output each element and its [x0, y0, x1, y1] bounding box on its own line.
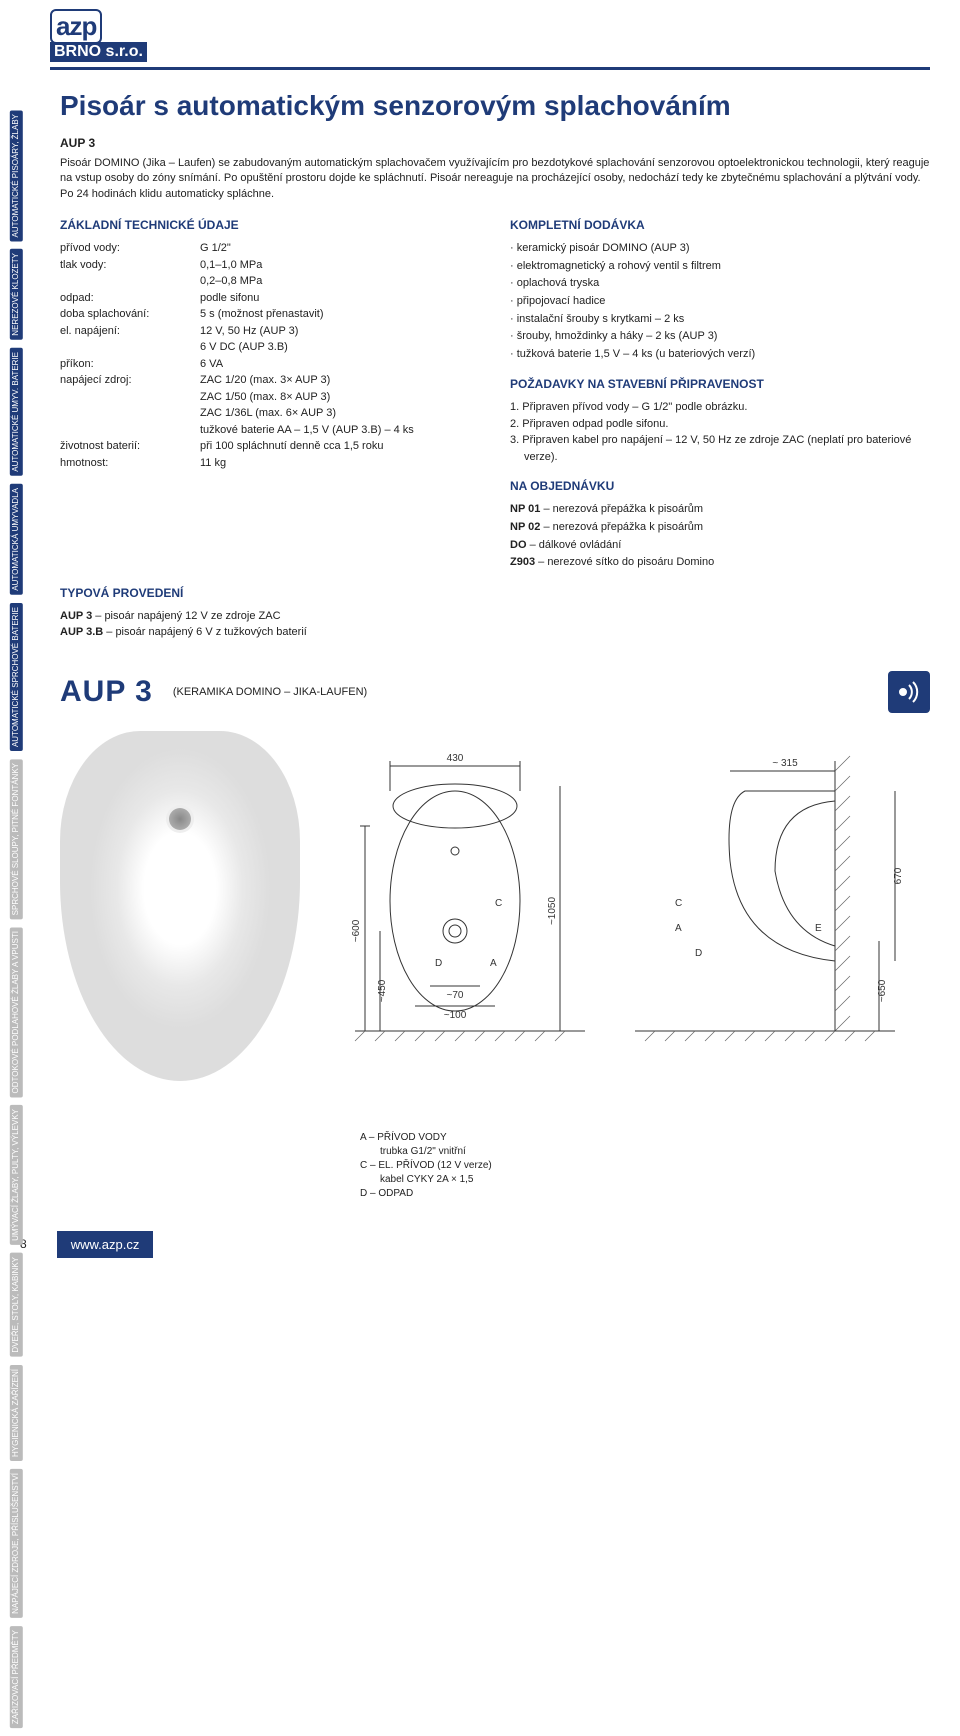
order-list: NP 01 – nerezová přepážka k pisoárůmNP 0… [510, 501, 930, 571]
types-title: TYPOVÁ PROVEDENÍ [60, 586, 480, 600]
spec-row: ZAC 1/36L (max. 6× AUP 3) [60, 405, 480, 422]
svg-text:D: D [695, 948, 702, 959]
sidebar-tab[interactable]: ODTOKOVÉ PODLAHOVÉ ŽLABY A VPUSTI [10, 927, 23, 1097]
dim-650: ~650 [877, 979, 888, 1002]
requirement-item: 2. Připraven odpad podle sifonu. [510, 416, 930, 433]
type-item: AUP 3.B – pisoár napájený 6 V z tužkovýc… [60, 624, 480, 641]
spec-row: tužkové baterie AA – 1,5 V (AUP 3.B) – 4… [60, 422, 480, 439]
technical-drawing: 430 C D A ~600 ~450 [320, 731, 930, 1094]
delivery-title: KOMPLETNÍ DODÁVKA [510, 218, 930, 232]
sidebar-tab[interactable]: SPRCHOVÉ SLOUPY, PITNÉ FONTÁNKY [10, 759, 23, 919]
logo-bottom: BRNO s.r.o. [50, 42, 147, 62]
footer-url: www.azp.cz [57, 1231, 154, 1258]
order-item: NP 02 – nerezová přepážka k pisoárům [510, 519, 930, 537]
product-code: AUP 3 [60, 136, 930, 150]
svg-text:D: D [435, 958, 442, 969]
requirement-item: 3. Připraven kabel pro napájení – 12 V, … [510, 432, 930, 465]
dim-1050: ~1050 [547, 896, 558, 925]
sidebar-tab[interactable]: ZAŘIZOVACÍ PŘEDMĚTY [10, 1626, 23, 1728]
sidebar-tab[interactable]: AUTOMATICKÉ UMYV. BATERIE [10, 348, 23, 476]
product-photo [60, 731, 300, 1081]
dim-315: ~ 315 [772, 758, 798, 769]
order-item: Z903 – nerezové sítko do pisoáru Domino [510, 554, 930, 572]
types-list: AUP 3 – pisoár napájený 12 V ze zdroje Z… [60, 608, 480, 641]
dim-600: ~600 [351, 919, 362, 942]
svg-text:C: C [495, 898, 502, 909]
svg-text:C: C [675, 898, 682, 909]
legend-a-sub: trubka G1/2" vnitřní [360, 1145, 930, 1159]
delivery-item: elektromagnetický a rohový ventil s filt… [510, 258, 930, 276]
sidebar-tab[interactable]: HYGIENICKÁ ZAŘÍZENÍ [10, 1365, 23, 1461]
svg-text:A: A [675, 923, 682, 934]
spec-row: životnost baterií:při 100 spláchnutí den… [60, 438, 480, 455]
legend-a: A – PŘÍVOD VODY [360, 1131, 930, 1145]
page-footer: 8 www.azp.cz [0, 1231, 960, 1258]
requirements-title: POŽADAVKY NA STAVEBNÍ PŘIPRAVENOST [510, 377, 930, 391]
requirements-list: 1. Připraven přívod vody – G 1/2" podle … [510, 399, 930, 465]
sidebar-tab[interactable]: AUTOMATICKÉ PISOÁRY, ŽLABY [10, 110, 23, 241]
sidebar-tab[interactable]: AUTOMATICKÁ UMYVADLA [10, 484, 23, 595]
spec-row: ZAC 1/50 (max. 8× AUP 3) [60, 389, 480, 406]
delivery-list: keramický pisoár DOMINO (AUP 3)elektroma… [510, 240, 930, 363]
logo-bar: azp BRNO s.r.o. [0, 0, 960, 70]
spec-row: napájecí zdroj:ZAC 1/20 (max. 3× AUP 3) [60, 372, 480, 389]
sidebar-tab[interactable]: NEREZOVÉ KLOZETY [10, 249, 23, 340]
sidebar-tab[interactable]: NAPÁJECÍ ZDROJE, PŘÍSLUŠENSTVÍ [10, 1469, 23, 1618]
order-title: NA OBJEDNÁVKU [510, 479, 930, 493]
model-subtitle: (KERAMIKA DOMINO – JIKA-LAUFEN) [173, 686, 367, 698]
model-code: AUP 3 [60, 675, 153, 709]
delivery-item: šrouby, hmoždinky a háky – 2 ks (AUP 3) [510, 328, 930, 346]
legend-c-sub: kabel CYKY 2A × 1,5 [360, 1173, 930, 1187]
svg-text:A: A [490, 958, 497, 969]
delivery-item: instalační šrouby s krytkami – 2 ks [510, 311, 930, 329]
specs-table: přívod vody:G 1/2"tlak vody:0,1–1,0 MPa0… [60, 240, 480, 471]
category-sidebar: AUTOMATICKÉ PISOÁRY, ŽLABY NEREZOVÉ KLOZE… [10, 110, 40, 1736]
sidebar-tab[interactable]: DVEŘE, STOLY, KABINKY [10, 1253, 23, 1357]
dim-450: ~450 [377, 979, 388, 1002]
dim-width: 430 [447, 753, 464, 764]
order-item: NP 01 – nerezová přepážka k pisoárům [510, 501, 930, 519]
dim-100: ~100 [444, 1010, 467, 1021]
legend-c: C – EL. PŘÍVOD (12 V verze) [360, 1159, 930, 1173]
spec-row: tlak vody:0,1–1,0 MPa [60, 257, 480, 274]
spec-row: 6 V DC (AUP 3.B) [60, 339, 480, 356]
sidebar-tab[interactable]: UMÝVACÍ ŽLABY, PULTY, VÝLEVKY [10, 1105, 23, 1245]
delivery-item: oplachová tryska [510, 275, 930, 293]
spec-row: 0,2–0,8 MPa [60, 273, 480, 290]
page-title: Pisoár s automatickým senzorovým splacho… [60, 90, 930, 122]
order-item: DO – dálkové ovládání [510, 537, 930, 555]
spec-row: doba splachování:5 s (možnost přenastavi… [60, 306, 480, 323]
spec-row: přívod vody:G 1/2" [60, 240, 480, 257]
svg-text:E: E [815, 923, 822, 934]
intro-paragraph: Pisoár DOMINO (Jika – Laufen) se zabudov… [60, 156, 930, 202]
dim-670: 670 [893, 867, 904, 884]
delivery-item: keramický pisoár DOMINO (AUP 3) [510, 240, 930, 258]
type-item: AUP 3 – pisoár napájený 12 V ze zdroje Z… [60, 608, 480, 625]
spec-row: hmotnost:11 kg [60, 455, 480, 472]
spec-row: odpad:podle sifonu [60, 290, 480, 307]
spec-row: příkon:6 VA [60, 356, 480, 373]
dim-70: ~70 [447, 990, 464, 1001]
sensor-icon [888, 671, 930, 713]
logo-top: azp [50, 9, 102, 44]
sidebar-tab[interactable]: AUTOMATICKÉ SPRCHOVÉ BATERIE [10, 603, 23, 751]
delivery-item: připojovací hadice [510, 293, 930, 311]
specs-title: ZÁKLADNÍ TECHNICKÉ ÚDAJE [60, 218, 480, 232]
requirement-item: 1. Připraven přívod vody – G 1/2" podle … [510, 399, 930, 416]
brand-logo: azp BRNO s.r.o. [50, 9, 147, 62]
spec-row: el. napájení:12 V, 50 Hz (AUP 3) [60, 323, 480, 340]
delivery-item: tužková baterie 1,5 V – 4 ks (u bateriov… [510, 346, 930, 364]
diagram-legend: A – PŘÍVOD VODY trubka G1/2" vnitřní C –… [360, 1131, 930, 1201]
diagram-area: 430 C D A ~600 ~450 [60, 731, 930, 1111]
legend-d: D – ODPAD [360, 1187, 930, 1201]
